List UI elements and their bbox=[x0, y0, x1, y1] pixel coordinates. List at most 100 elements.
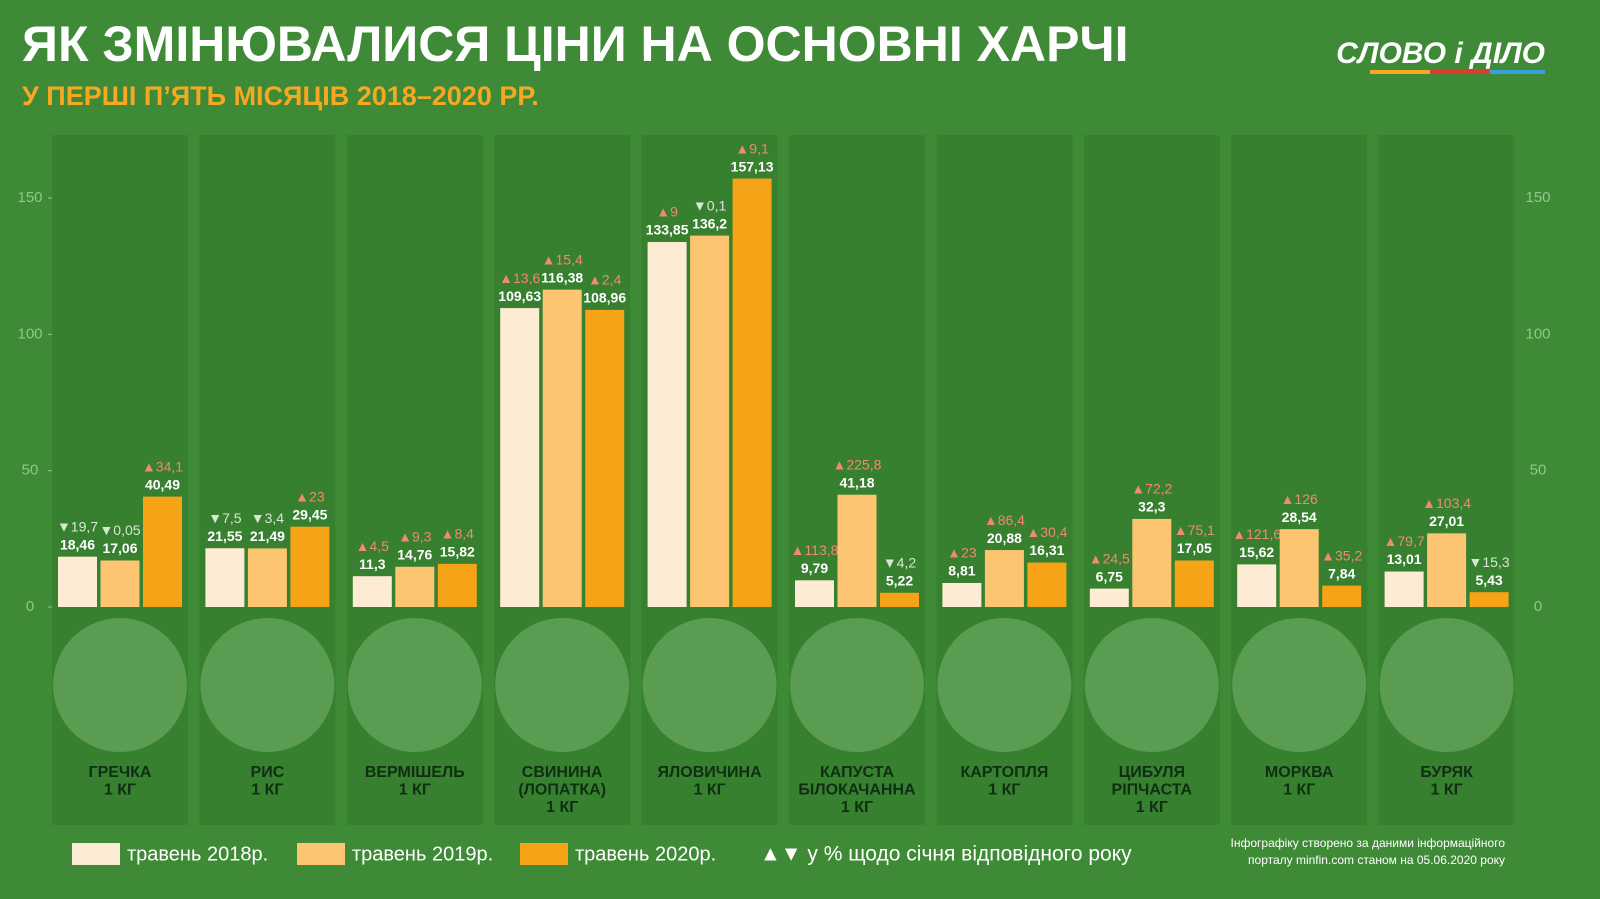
value-label: 28,54 bbox=[1282, 509, 1317, 525]
change-label: ▲15,4 bbox=[542, 251, 583, 267]
x-tick-label: ЯЛОВИЧИНА bbox=[658, 764, 763, 781]
legend-label: травень 2020р. bbox=[575, 843, 716, 865]
legend-swatch bbox=[520, 843, 568, 865]
x-tick-label: 1 КГ bbox=[841, 799, 873, 816]
bar bbox=[290, 526, 330, 607]
value-label: 116,38 bbox=[541, 269, 583, 285]
bar bbox=[795, 580, 834, 607]
x-tick-label: ЦИБУЛЯ bbox=[1119, 764, 1185, 781]
change-label: ▼19,7 bbox=[57, 518, 98, 534]
icon-circle bbox=[1379, 618, 1514, 752]
x-tick-label: 1 КГ bbox=[988, 782, 1020, 799]
value-label: 40,49 bbox=[145, 476, 180, 492]
value-label: 7,84 bbox=[1328, 565, 1355, 581]
icon-circle bbox=[1232, 618, 1367, 752]
bar bbox=[247, 548, 287, 607]
logo: СЛОВО і ДІЛО bbox=[1336, 37, 1545, 70]
change-label: ▲9,1 bbox=[735, 140, 769, 156]
change-label: ▼0,1 bbox=[693, 197, 727, 213]
logo-line bbox=[1430, 70, 1490, 74]
x-tick-label: 1 КГ bbox=[251, 782, 283, 799]
bar bbox=[395, 566, 435, 607]
icon-circle bbox=[642, 618, 777, 752]
change-label: ▲9,3 bbox=[398, 528, 432, 544]
value-label: 17,05 bbox=[1177, 540, 1212, 556]
x-tick-label: ВЕРМІШЕЛЬ bbox=[365, 764, 465, 781]
bar bbox=[585, 309, 625, 607]
bar bbox=[690, 235, 730, 608]
icon-circle bbox=[937, 618, 1072, 752]
x-tick-label: ГРЕЧКА bbox=[89, 764, 152, 781]
y-tick-label: 100 bbox=[17, 325, 42, 342]
bar bbox=[542, 289, 582, 607]
value-label: 11,3 bbox=[359, 556, 386, 572]
bar bbox=[352, 576, 392, 607]
value-label: 16,31 bbox=[1029, 542, 1064, 558]
x-tick-label: (ЛОПАТКА) bbox=[518, 782, 606, 799]
change-label: ▲72,2 bbox=[1131, 481, 1172, 497]
change-label: ▲8,4 bbox=[441, 526, 475, 542]
change-label: ▲4,5 bbox=[356, 538, 390, 554]
change-label: ▲86,4 bbox=[984, 512, 1025, 528]
value-label: 14,76 bbox=[397, 546, 432, 562]
x-tick-label: БУРЯК bbox=[1420, 764, 1473, 781]
x-tick-label: КАПУСТА bbox=[820, 764, 894, 781]
icon-circle bbox=[53, 618, 187, 752]
change-label: ▲126 bbox=[1281, 491, 1318, 507]
icon-circle bbox=[200, 618, 335, 752]
legend-note: ▲▼ у % щодо січня відповідного року bbox=[760, 843, 1132, 866]
legend-label: травень 2018р. bbox=[127, 843, 268, 865]
x-tick-label: КАРТОПЛЯ bbox=[960, 764, 1048, 781]
change-label: ▼0,05 bbox=[99, 522, 140, 538]
bar bbox=[1237, 564, 1277, 607]
value-label: 41,18 bbox=[839, 474, 874, 490]
bar bbox=[1279, 529, 1319, 607]
change-label: ▼7,5 bbox=[208, 510, 242, 526]
chart-subtitle: У ПЕРШІ П’ЯТЬ МІСЯЦІВ 2018–2020 РР. bbox=[22, 81, 539, 111]
bar bbox=[143, 496, 182, 607]
change-label: ▼15,3 bbox=[1469, 554, 1510, 570]
value-label: 6,75 bbox=[1096, 568, 1123, 584]
legend-swatch bbox=[297, 843, 345, 865]
value-label: 27,01 bbox=[1429, 513, 1464, 529]
change-label: ▲23 bbox=[947, 545, 977, 561]
bar bbox=[58, 556, 97, 607]
bar bbox=[1027, 562, 1067, 607]
logo-line bbox=[1370, 70, 1430, 74]
change-label: ▲24,5 bbox=[1089, 550, 1130, 566]
bar bbox=[437, 563, 477, 607]
bar bbox=[1322, 585, 1362, 607]
bar bbox=[205, 548, 245, 607]
value-label: 157,13 bbox=[731, 158, 774, 174]
change-label: ▲30,4 bbox=[1026, 524, 1067, 540]
value-label: 18,46 bbox=[60, 536, 95, 552]
value-label: 136,2 bbox=[692, 215, 727, 231]
chart-title: ЯК ЗМІНЮВАЛИСЯ ЦІНИ НА ОСНОВНІ ХАРЧІ bbox=[22, 16, 1128, 72]
value-label: 109,63 bbox=[498, 288, 541, 304]
bar bbox=[100, 560, 140, 607]
bar bbox=[1384, 571, 1424, 607]
y-tick-label: 0 bbox=[26, 598, 34, 615]
bar bbox=[984, 550, 1024, 607]
icon-circle bbox=[790, 618, 924, 752]
x-tick-label: 1 КГ bbox=[694, 782, 726, 799]
bar bbox=[1469, 592, 1509, 607]
y-tick-label: 100 bbox=[1525, 325, 1550, 342]
value-label: 17,06 bbox=[102, 540, 137, 556]
y-tick-label: 50 bbox=[1530, 462, 1547, 479]
value-label: 20,88 bbox=[987, 530, 1022, 546]
value-label: 15,62 bbox=[1239, 544, 1274, 560]
value-label: 133,85 bbox=[646, 222, 689, 238]
change-label: ▲103,4 bbox=[1422, 495, 1471, 511]
value-label: 21,55 bbox=[207, 528, 242, 544]
change-label: ▲13,6 bbox=[499, 270, 540, 286]
value-label: 13,01 bbox=[1387, 551, 1422, 567]
x-tick-label: РИС bbox=[251, 764, 285, 781]
legend-swatch bbox=[72, 843, 120, 865]
bar bbox=[942, 582, 982, 607]
change-label: ▲121,6 bbox=[1232, 526, 1281, 542]
change-label: ▲113,8 bbox=[791, 542, 839, 558]
x-tick-label: МОРКВА bbox=[1265, 764, 1334, 781]
bar bbox=[880, 592, 919, 607]
